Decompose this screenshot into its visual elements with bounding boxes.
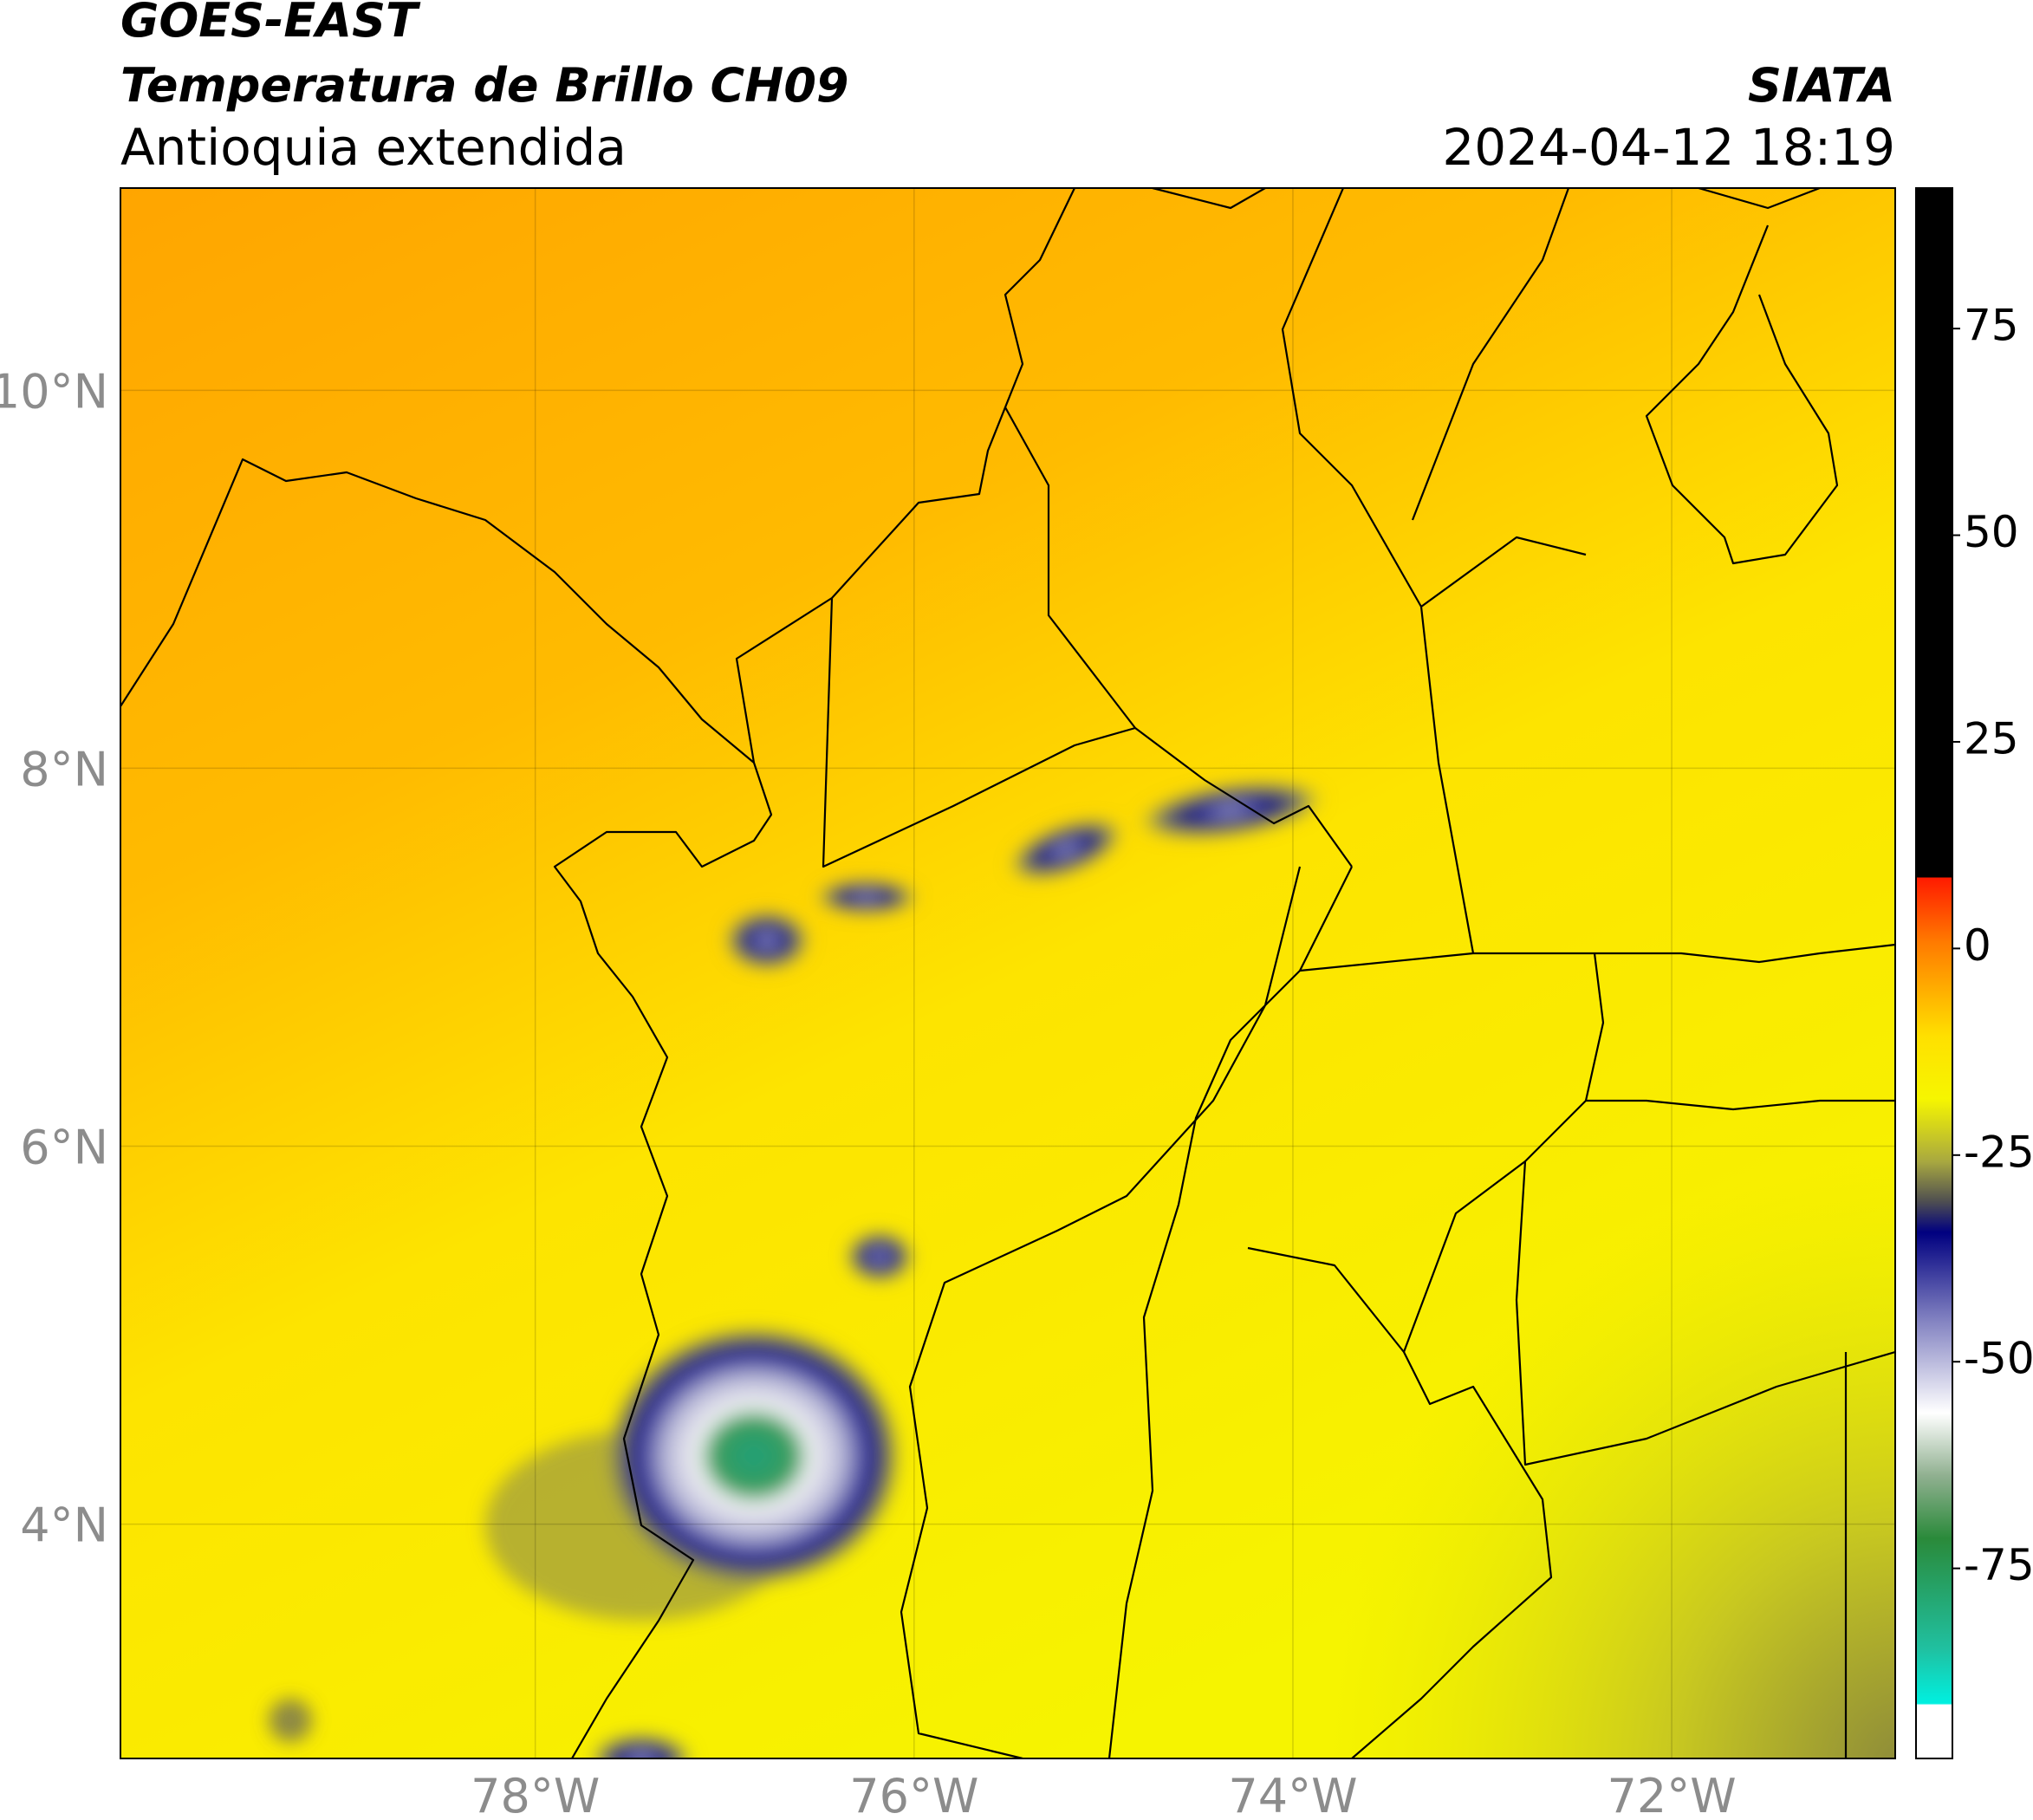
y-tick-label: 4°N xyxy=(20,1498,108,1553)
x-tick-label: 74°W xyxy=(1228,1769,1357,1820)
x-tick-label: 78°W xyxy=(471,1769,600,1820)
admin-border xyxy=(822,188,1895,1758)
y-tick-label: 10°N xyxy=(0,364,108,419)
colorbar-tick-label: 75 xyxy=(1964,301,2019,351)
organization: SIATA xyxy=(1748,58,1895,113)
x-tick-label: 72°W xyxy=(1608,1769,1737,1820)
coastline xyxy=(120,458,773,1758)
coastline xyxy=(735,188,1839,764)
clouds xyxy=(269,781,1326,1758)
colorbar-tick-label: -50 xyxy=(1964,1334,2033,1384)
colorbar-tick-label: -75 xyxy=(1964,1540,2033,1590)
colorbar-tick-label: 25 xyxy=(1964,713,2019,764)
region: Antioquia extendida xyxy=(120,118,627,177)
datetime: 2024-04-12 18:19 xyxy=(1442,118,1895,177)
y-tick-label: 6°N xyxy=(20,1121,108,1175)
y-tick-label: 8°N xyxy=(20,742,108,796)
title: Temperatura de Brillo CH09 xyxy=(120,58,849,113)
map-frame xyxy=(120,187,1896,1759)
colorbar-tick-label: -25 xyxy=(1964,1127,2033,1177)
colorbar-tick-label: 0 xyxy=(1964,920,1991,971)
x-tick-label: 76°W xyxy=(849,1769,978,1820)
cold-region xyxy=(1127,953,1895,1758)
colorbar xyxy=(1915,187,1953,1759)
source: GOES-EAST xyxy=(120,0,421,48)
colorbar-tick-label: 50 xyxy=(1964,507,2019,557)
map xyxy=(120,188,1895,1758)
